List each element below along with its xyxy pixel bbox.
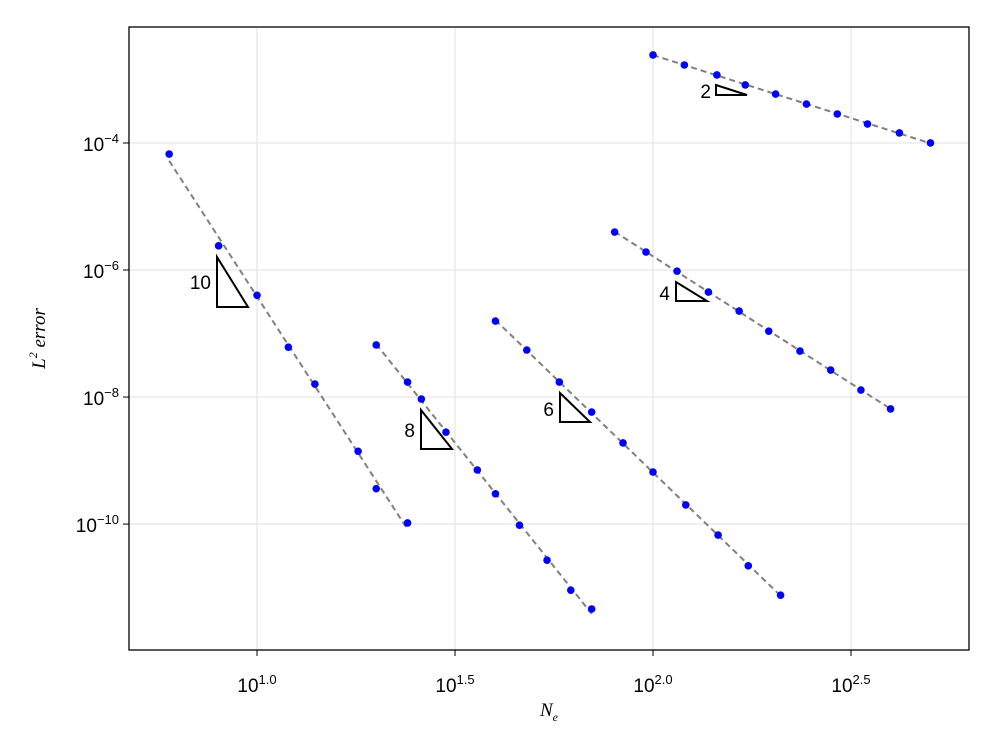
data-point	[649, 51, 657, 59]
data-point	[491, 489, 500, 498]
data-point	[704, 288, 713, 296]
data-point	[802, 100, 811, 108]
data-point	[555, 378, 564, 386]
x-tick-label: 101.0	[237, 672, 276, 697]
data-point	[796, 347, 804, 355]
data-point	[741, 81, 750, 89]
data-point	[403, 519, 412, 527]
data-point	[744, 562, 753, 570]
data-point	[354, 447, 362, 456]
data-point	[895, 129, 904, 137]
data-point	[681, 501, 690, 509]
slope-label: 4	[659, 284, 670, 305]
y-tick-label: 10−4	[83, 131, 119, 156]
data-point	[886, 405, 895, 413]
fit-lines	[168, 54, 931, 615]
data-point	[214, 242, 223, 250]
data-point	[165, 150, 173, 158]
data-point	[764, 327, 773, 335]
slope-triangle	[420, 407, 455, 450]
fit-line	[168, 160, 409, 530]
data-point	[372, 484, 381, 493]
data-point	[714, 531, 722, 539]
slope-triangle	[715, 83, 748, 96]
data-point	[587, 605, 596, 613]
data-point	[776, 591, 785, 599]
data-point	[735, 307, 743, 315]
data-point	[515, 521, 524, 529]
slope-label: 2	[700, 82, 711, 103]
slope-triangles: 10 8 6 4 2	[190, 82, 748, 450]
data-point	[926, 139, 935, 147]
data-point	[610, 228, 619, 236]
data-point	[673, 267, 681, 275]
fit-line	[652, 54, 931, 145]
slope-label: 6	[543, 400, 554, 421]
fit-line	[614, 230, 892, 410]
x-tick-label: 101.5	[435, 672, 474, 697]
data-point	[522, 346, 531, 354]
y-axis-label: L2 error	[26, 308, 50, 370]
data-point	[863, 120, 872, 128]
plot-frame	[128, 26, 970, 651]
data-point	[680, 61, 689, 69]
data-point	[642, 248, 650, 256]
data-point	[417, 395, 426, 403]
data-point	[491, 317, 500, 325]
data-point	[253, 291, 261, 300]
grid	[129, 27, 969, 650]
axes: 101.0 101.5 102.0 102.5 10−4 10−6 10−8 10−10 Ne L…	[26, 131, 871, 724]
data-point	[587, 408, 596, 416]
data-point	[442, 428, 450, 436]
fit-line	[375, 343, 593, 615]
data-point	[473, 466, 482, 474]
data-point	[713, 71, 721, 79]
slope-triangle	[675, 280, 711, 302]
data-point	[771, 90, 780, 98]
data-point	[857, 386, 865, 394]
data-point	[311, 380, 319, 388]
x-tick-label: 102.0	[633, 672, 672, 697]
y-tick-label: 10−10	[76, 512, 119, 537]
x-tick-label: 102.5	[831, 672, 870, 697]
data-point	[649, 468, 657, 476]
y-tick-label: 10−8	[83, 385, 119, 410]
data-point	[619, 439, 627, 447]
fit-line	[494, 319, 782, 597]
points	[165, 51, 935, 613]
data-point	[543, 556, 551, 564]
data-point	[372, 341, 381, 349]
y-tick-label: 10−6	[83, 258, 119, 283]
data-point	[403, 378, 412, 386]
data-point	[833, 110, 842, 118]
data-point	[826, 366, 835, 374]
slope-triangle	[216, 253, 250, 308]
data-point	[567, 586, 575, 594]
data-point	[284, 343, 293, 351]
slope-label: 10	[190, 273, 211, 294]
slope-triangle	[559, 390, 593, 423]
x-axis-label: Ne	[539, 700, 559, 724]
slope-label: 8	[404, 421, 415, 442]
